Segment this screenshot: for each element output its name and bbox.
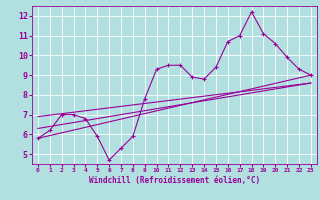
X-axis label: Windchill (Refroidissement éolien,°C): Windchill (Refroidissement éolien,°C)	[89, 176, 260, 185]
